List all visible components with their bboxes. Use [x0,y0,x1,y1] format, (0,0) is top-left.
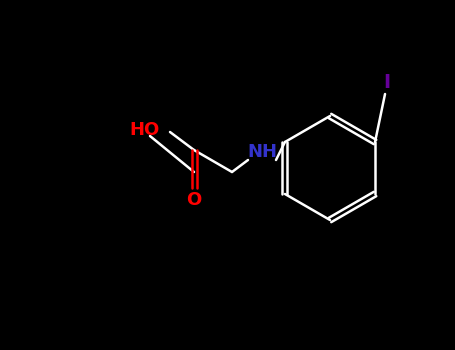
Text: NH: NH [247,143,277,161]
Text: HO: HO [130,121,160,139]
Text: I: I [384,72,390,91]
Text: O: O [187,191,202,209]
